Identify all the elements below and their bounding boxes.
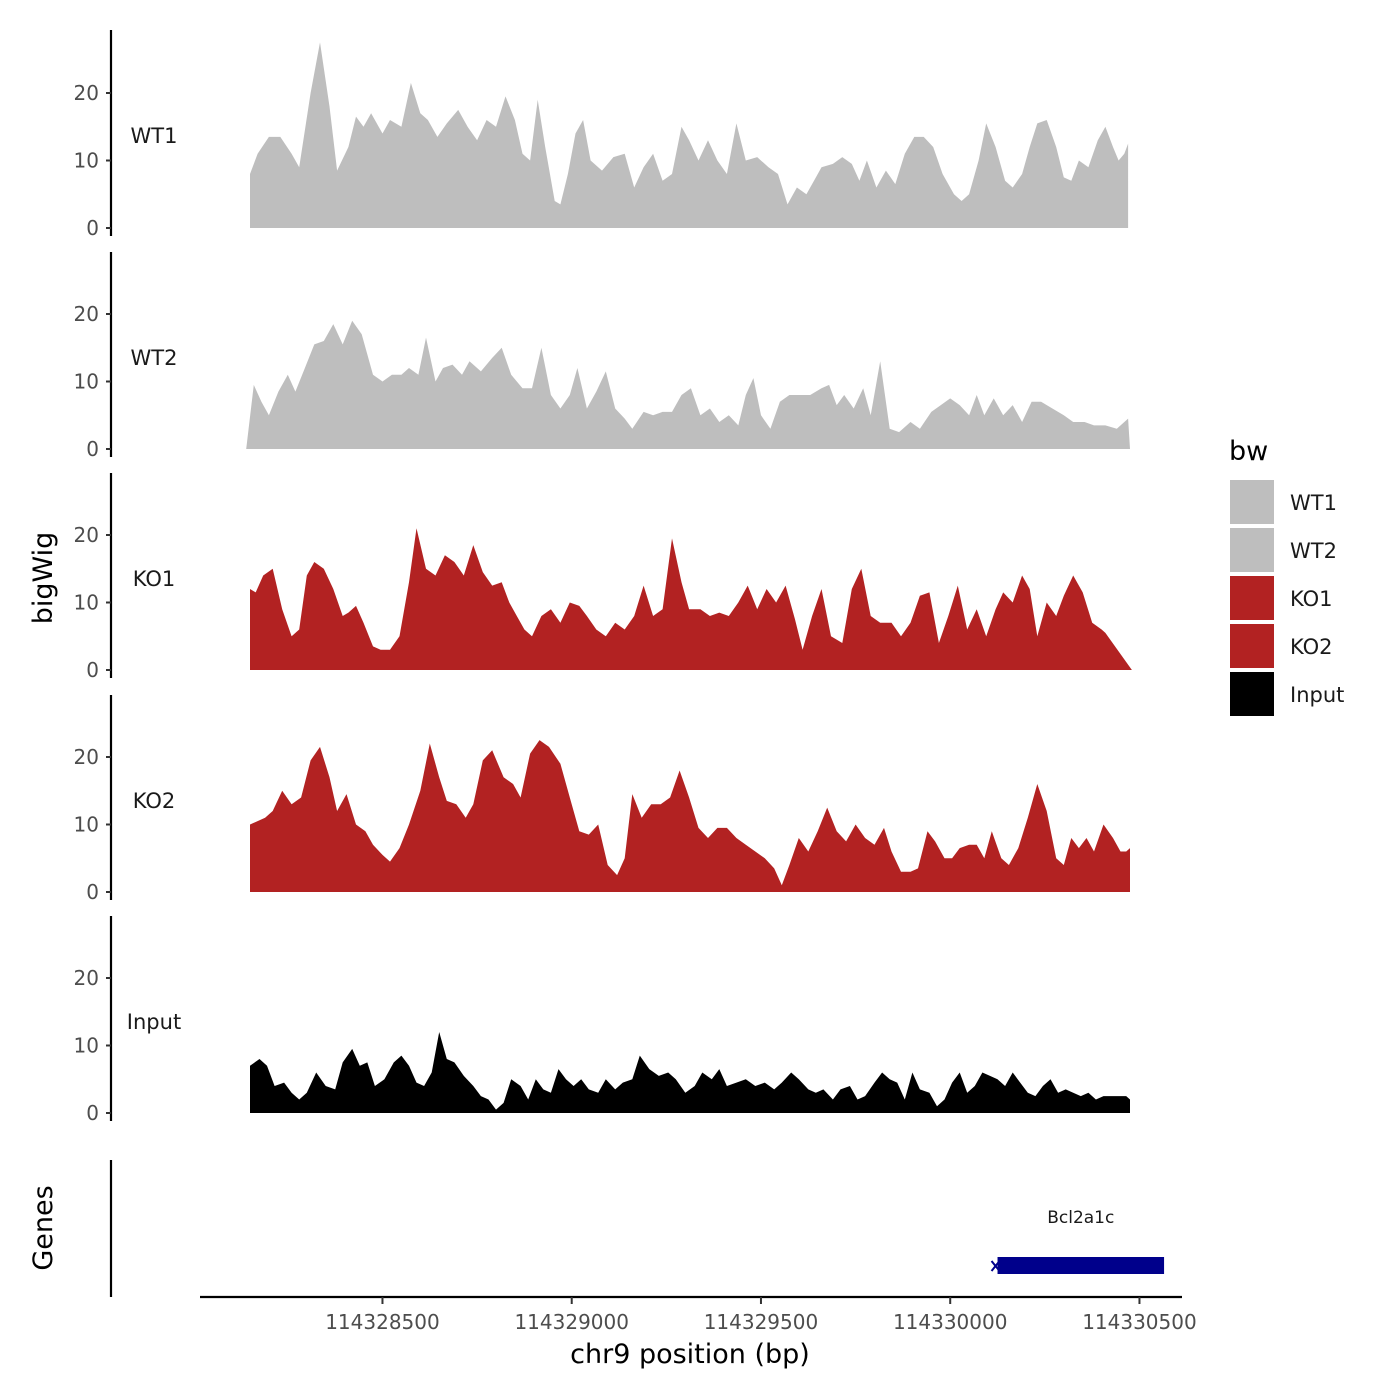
track-label: KO2 xyxy=(133,789,176,813)
y-tick-label: 10 xyxy=(74,591,99,615)
track-area-ko2 xyxy=(250,740,1130,892)
track-area-wt1 xyxy=(250,42,1129,229)
legend-swatch xyxy=(1230,624,1274,668)
track-area-input xyxy=(250,1032,1130,1113)
track-ko1: 0 10 20 KO1 xyxy=(74,473,1132,682)
y-tick-label: 0 xyxy=(86,658,99,682)
y-tick-label: 20 xyxy=(74,302,99,326)
y-tick-label: 20 xyxy=(74,81,99,105)
track-input: 0 10 20 Input xyxy=(74,916,1130,1125)
legend: bw WT1 WT2 KO1 KO2 Input xyxy=(1229,436,1344,716)
y-tick-label: 10 xyxy=(74,1034,99,1058)
genes-panel: Bcl2a1c xyxy=(109,1160,1165,1297)
legend-label: KO2 xyxy=(1290,635,1333,659)
genes-axis-title: Genes xyxy=(28,1185,59,1270)
legend-label: KO1 xyxy=(1290,587,1333,611)
y-axis-title: bigWig xyxy=(28,532,59,625)
legend-title: bw xyxy=(1229,436,1268,467)
legend-label: WT1 xyxy=(1290,491,1337,515)
x-axis: 114328500 114329000 114329500 114330000 1143… xyxy=(200,1295,1197,1334)
x-tick-label: 114329500 xyxy=(704,1310,819,1334)
track-label: Input xyxy=(127,1010,181,1034)
x-tick-label: 114328500 xyxy=(325,1310,440,1334)
x-tick-label: 114330000 xyxy=(893,1310,1008,1334)
track-ko2: 0 10 20 KO2 xyxy=(74,695,1130,904)
legend-swatch xyxy=(1230,672,1274,716)
x-tick-label: 114330500 xyxy=(1082,1310,1197,1334)
track-area-wt2 xyxy=(246,320,1130,449)
tracks-layer: 0 10 20 WT1 0 10 20 WT2 0 10 20 KO1 0 10 20 KO2 0 10 20 Inp… xyxy=(74,30,1132,1125)
y-tick-label: 0 xyxy=(86,1101,99,1125)
gene-start-marker xyxy=(990,1260,1001,1272)
y-tick-label: 20 xyxy=(74,745,99,769)
y-tick-label: 10 xyxy=(74,149,99,173)
x-axis-title: chr9 position (bp) xyxy=(570,1339,810,1370)
legend-swatch xyxy=(1230,528,1274,572)
track-wt2: 0 10 20 WT2 xyxy=(74,252,1130,461)
gene-body xyxy=(997,1257,1165,1274)
y-tick-label: 20 xyxy=(74,523,99,547)
track-area-ko1 xyxy=(250,528,1132,670)
legend-swatch xyxy=(1230,480,1274,524)
track-label: WT2 xyxy=(131,346,178,370)
x-tick-label: 114329000 xyxy=(514,1310,629,1334)
track-wt1: 0 10 20 WT1 xyxy=(74,30,1129,240)
y-tick-label: 10 xyxy=(74,813,99,837)
y-tick-label: 10 xyxy=(74,370,99,394)
track-label: WT1 xyxy=(131,124,178,148)
y-tick-label: 0 xyxy=(86,880,99,904)
legend-label: WT2 xyxy=(1290,539,1337,563)
gene-label: Bcl2a1c xyxy=(1047,1208,1114,1228)
y-tick-label: 0 xyxy=(86,437,99,461)
y-tick-label: 20 xyxy=(74,966,99,990)
y-tick-label: 0 xyxy=(86,216,99,240)
legend-label: Input xyxy=(1290,683,1344,707)
legend-swatch xyxy=(1230,576,1274,620)
track-label: KO1 xyxy=(133,567,176,591)
